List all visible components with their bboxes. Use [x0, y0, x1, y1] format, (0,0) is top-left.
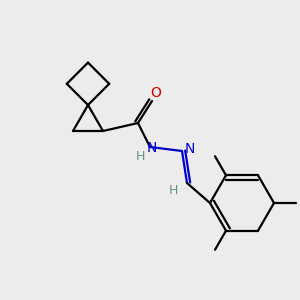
- Text: N: N: [185, 142, 195, 156]
- Text: N: N: [147, 141, 157, 155]
- Text: O: O: [151, 86, 161, 100]
- Text: H: H: [168, 184, 178, 197]
- Text: H: H: [135, 149, 145, 163]
